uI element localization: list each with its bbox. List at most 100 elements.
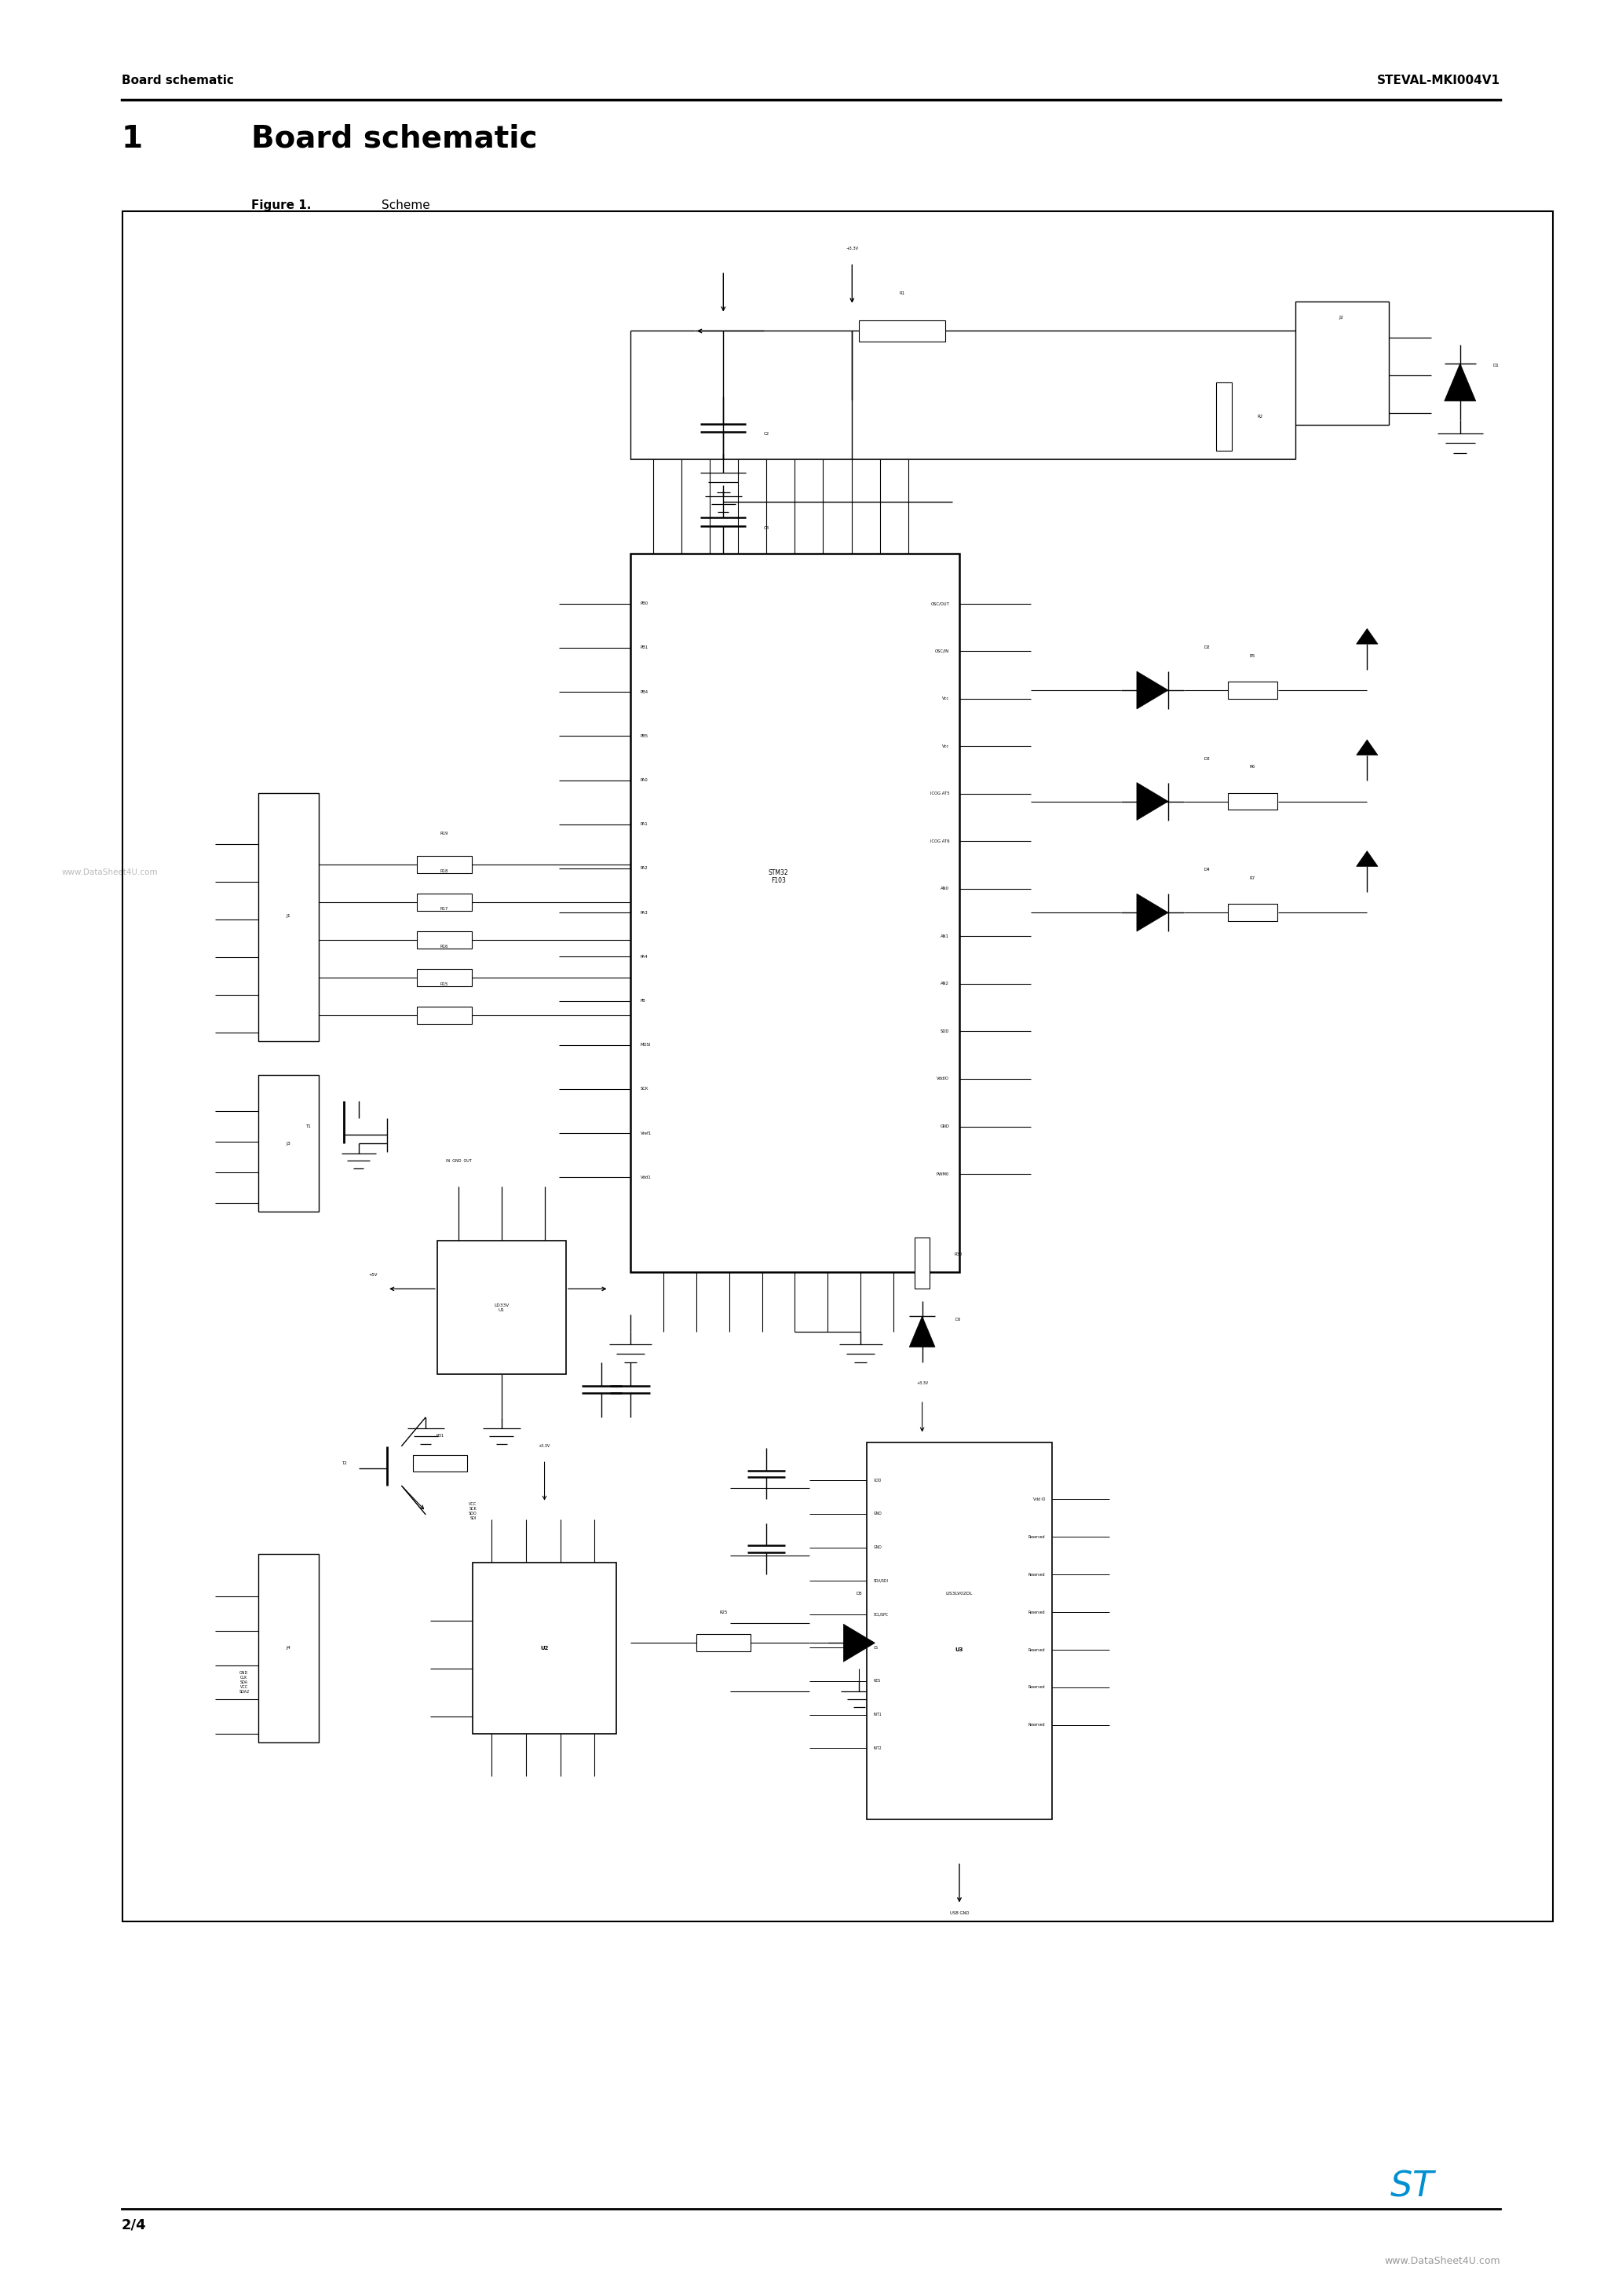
Text: J4: J4 — [285, 1646, 290, 1651]
Text: 1: 1 — [122, 124, 143, 154]
Text: SDD: SDD — [941, 1029, 949, 1033]
Text: Board schematic: Board schematic — [122, 73, 234, 87]
Bar — [258, 792, 318, 1040]
Text: Scheme: Scheme — [381, 200, 430, 211]
Text: Vdd IO: Vdd IO — [1033, 1497, 1045, 1502]
Text: PB5: PB5 — [641, 735, 649, 737]
Text: IN  GND  OUT: IN GND OUT — [446, 1159, 472, 1162]
Text: D5: D5 — [856, 1591, 863, 1596]
Text: Reserved: Reserved — [1028, 1722, 1045, 1727]
Text: SCK: SCK — [641, 1086, 649, 1091]
Text: GND: GND — [941, 1125, 949, 1127]
Text: R30: R30 — [954, 1254, 962, 1256]
Text: R16: R16 — [440, 944, 448, 948]
Text: R2: R2 — [1257, 416, 1262, 418]
Text: $\mathit{ST}$: $\mathit{ST}$ — [1390, 2170, 1437, 2202]
Text: D3: D3 — [1204, 758, 1210, 760]
Text: ICOG AT5: ICOG AT5 — [929, 792, 949, 797]
Text: GND
CLK
SDA
VCC
SDA2: GND CLK SDA VCC SDA2 — [238, 1671, 250, 1694]
Text: OSC/IN: OSC/IN — [936, 650, 949, 652]
Bar — [1228, 905, 1278, 921]
Text: VDD: VDD — [874, 1479, 882, 1483]
Text: T2: T2 — [342, 1460, 347, 1465]
Bar — [474, 1564, 616, 1733]
Text: PA2: PA2 — [641, 866, 649, 870]
Bar — [1228, 682, 1278, 698]
Text: Reserved: Reserved — [1028, 1649, 1045, 1651]
Bar — [417, 969, 472, 985]
Text: LIS3LV02DL: LIS3LV02DL — [946, 1591, 973, 1596]
Text: D4: D4 — [1204, 868, 1210, 872]
Text: D2: D2 — [1204, 645, 1210, 650]
Text: C3: C3 — [764, 526, 769, 530]
Text: INT1: INT1 — [874, 1713, 882, 1717]
Text: C2: C2 — [764, 432, 769, 436]
Text: T1: T1 — [307, 1125, 311, 1127]
Polygon shape — [843, 1623, 874, 1662]
Bar — [915, 1238, 929, 1288]
Text: R6: R6 — [1251, 765, 1255, 769]
Bar — [417, 893, 472, 912]
Text: R18: R18 — [440, 870, 448, 872]
Polygon shape — [910, 1316, 934, 1348]
Text: PA1: PA1 — [641, 822, 649, 827]
Polygon shape — [1356, 629, 1377, 643]
Bar — [1228, 792, 1278, 810]
Text: Board schematic: Board schematic — [251, 124, 537, 154]
Text: Figure 1.: Figure 1. — [251, 200, 311, 211]
Bar — [631, 553, 959, 1272]
Text: D1: D1 — [1492, 363, 1499, 367]
Text: J1: J1 — [285, 914, 290, 918]
Bar — [696, 1635, 751, 1651]
Text: SCL/SPC: SCL/SPC — [874, 1612, 889, 1616]
Text: J2: J2 — [1340, 315, 1343, 319]
Text: VCC
SCK
SDO
SDI: VCC SCK SDO SDI — [469, 1502, 477, 1520]
Text: PB0: PB0 — [641, 602, 649, 606]
Polygon shape — [1137, 783, 1168, 820]
Text: SDA/SDI: SDA/SDI — [874, 1580, 889, 1582]
Text: PA4: PA4 — [641, 955, 649, 960]
Text: AN1: AN1 — [941, 934, 949, 939]
Text: U3: U3 — [955, 1649, 963, 1653]
Text: PWM0: PWM0 — [936, 1171, 949, 1176]
Bar — [258, 1554, 318, 1743]
Text: R17: R17 — [440, 907, 448, 912]
Text: Vdd1: Vdd1 — [641, 1176, 650, 1180]
Text: RES: RES — [874, 1678, 881, 1683]
Text: Vref1: Vref1 — [641, 1132, 652, 1134]
Text: STEVAL-MKI004V1: STEVAL-MKI004V1 — [1377, 73, 1500, 87]
Text: R15: R15 — [440, 983, 448, 987]
Polygon shape — [1444, 363, 1476, 402]
Text: CS: CS — [874, 1646, 878, 1649]
Text: PB: PB — [641, 999, 646, 1003]
Text: R1: R1 — [899, 292, 905, 296]
Text: AN0: AN0 — [941, 886, 949, 891]
Bar — [1296, 301, 1388, 425]
Text: PA0: PA0 — [641, 778, 649, 783]
Bar — [417, 856, 472, 872]
Text: Reserved: Reserved — [1028, 1573, 1045, 1577]
Polygon shape — [1137, 670, 1168, 709]
Text: D6: D6 — [955, 1318, 960, 1322]
Text: R25: R25 — [719, 1609, 727, 1614]
Text: MOSI: MOSI — [641, 1042, 650, 1047]
Text: STM32
F103: STM32 F103 — [769, 868, 788, 884]
Text: Reserved: Reserved — [1028, 1609, 1045, 1614]
Text: Vcc: Vcc — [942, 744, 949, 748]
Text: INT2: INT2 — [874, 1745, 882, 1750]
Text: +3.3V: +3.3V — [845, 248, 858, 250]
Polygon shape — [1137, 893, 1168, 932]
Text: GND: GND — [874, 1513, 882, 1515]
Text: VddIO: VddIO — [938, 1077, 949, 1081]
Bar — [1216, 381, 1231, 450]
Text: +3.3V: +3.3V — [539, 1444, 550, 1449]
Text: Reserved: Reserved — [1028, 1685, 1045, 1690]
Text: Reserved: Reserved — [1028, 1536, 1045, 1538]
Bar — [417, 932, 472, 948]
Text: R31: R31 — [436, 1435, 444, 1437]
Bar — [866, 1442, 1053, 1818]
Text: AN2: AN2 — [941, 983, 949, 985]
Bar — [258, 1075, 318, 1212]
Text: ICOG AT6: ICOG AT6 — [929, 840, 949, 843]
Bar — [438, 1240, 566, 1375]
